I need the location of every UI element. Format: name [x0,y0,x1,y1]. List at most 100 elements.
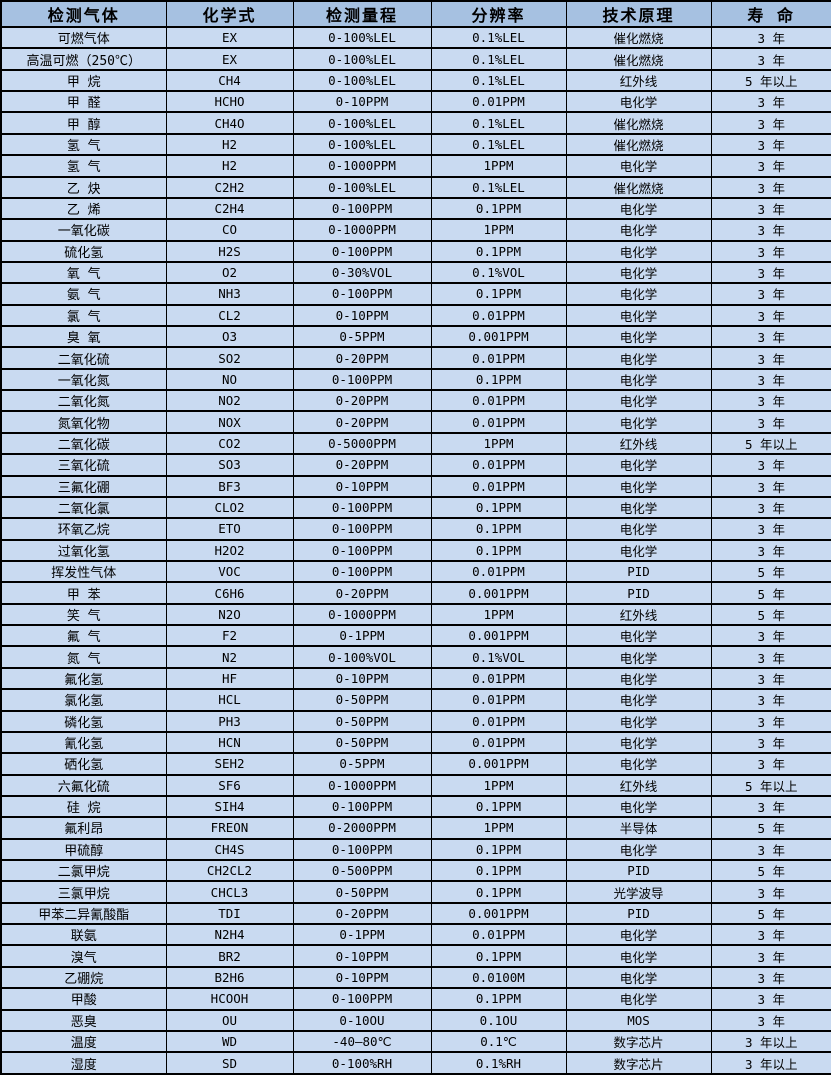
table-cell: 3 年 [710,346,831,370]
table-cell: 二氧化硫 [0,346,167,370]
table-row: 氟 气 F2 0-1PPM 0.001PPM 电化学 3 年 [0,624,831,648]
table-cell: 电化学 [565,837,712,862]
table-cell: 电化学 [565,517,712,541]
table-row: 甲苯二异氰酸酯 TDI 0-20PPM 0.001PPM PID 5 年 [0,901,831,926]
table-cell: 0-50PPM [292,730,432,755]
table-cell: 磷化氢 [0,709,167,733]
table-cell: 5 年以上 [710,431,831,456]
table-cell: 氟利昂 [0,816,167,840]
table-cell: 二氧化氮 [0,389,167,413]
table-cell: 甲硫醇 [0,837,167,862]
table-cell: 3 年 [710,517,831,541]
table-row: 氰化氢 HCN 0-50PPM 0.01PPM 电化学 3 年 [0,730,831,755]
table-cell: 环氧乙烷 [0,517,167,541]
table-cell: 氯化氢 [0,688,167,712]
table-row: 三氟化硼 BF3 0-10PPM 0.01PPM 电化学 3 年 [0,474,831,498]
table-cell: 电化学 [565,154,712,178]
table-cell: 甲 苯 [0,581,167,605]
table-cell: 0-100%LEL [292,68,432,93]
table-cell: 0-100PPM [292,794,432,819]
table-cell: 0.001PPM [430,581,567,605]
table-cell: 3 年 [710,752,831,776]
table-cell: 0.1%LEL [430,111,567,135]
table-row: 臭 氧 O3 0-5PPM 0.001PPM 电化学 3 年 [0,325,831,349]
table-cell: 0-100PPM [292,239,432,263]
table-cell: ETO [165,517,294,541]
table-cell: 0.001PPM [430,752,567,776]
table-cell: 0.01PPM [430,303,567,328]
table-row: 六氟化硫 SF6 0-1000PPM 1PPM 红外线 5 年以上 [0,773,831,797]
table-row: 三氧化硫 SO3 0-20PPM 0.01PPM 电化学 3 年 [0,453,831,477]
table-cell: 3 年 [710,325,831,349]
table-row: 磷化氢 PH3 0-50PPM 0.01PPM 电化学 3 年 [0,709,831,733]
table-cell: 0.1%LEL [430,25,567,50]
table-row: 二氧化硫 SO2 0-20PPM 0.01PPM 电化学 3 年 [0,346,831,370]
table-cell: 3 年 [710,880,831,904]
table-row: 氯 气 CL2 0-10PPM 0.01PPM 电化学 3 年 [0,303,831,328]
table-cell: 二氧化氯 [0,495,167,520]
table-cell: WD [165,1029,294,1054]
table-cell: PID [565,581,712,605]
table-cell: 溴气 [0,944,167,968]
table-cell: 红外线 [565,773,712,797]
table-cell: 电化学 [565,944,712,968]
table-cell: 氢 气 [0,132,167,157]
table-cell: 催化燃烧 [565,111,712,135]
table-cell: 电化学 [565,218,712,242]
table-cell: CH2CL2 [165,858,294,883]
table-cell: 0-100%RH [292,1051,432,1075]
table-cell: 电化学 [565,260,712,285]
table-cell: 0.01PPM [430,389,567,413]
table-cell: 0.1%LEL [430,175,567,199]
table-cell: 三氯甲烷 [0,880,167,904]
table-cell: EX [165,25,294,50]
table-cell: C6H6 [165,581,294,605]
table-cell: 3 年 [710,367,831,392]
table-cell: 0.1PPM [430,858,567,883]
table-cell: O3 [165,325,294,349]
table-cell: 0.1PPM [430,517,567,541]
table-cell: 0.1PPM [430,282,567,306]
table-cell: NO2 [165,389,294,413]
table-cell: HCOOH [165,987,294,1011]
table-row: 笑 气 N2O 0-1000PPM 1PPM 红外线 5 年 [0,602,831,627]
table-row: 硒化氢 SEH2 0-5PPM 0.001PPM 电化学 3 年 [0,752,831,776]
table-cell: 0.01PPM [430,453,567,477]
table-cell: 1PPM [430,773,567,797]
table-cell: 催化燃烧 [565,175,712,199]
table-cell: CH4S [165,837,294,862]
table-cell: 电化学 [565,453,712,477]
table-cell: 六氟化硫 [0,773,167,797]
table-cell: PID [565,858,712,883]
table-cell: C2H2 [165,175,294,199]
table-cell: F2 [165,624,294,648]
table-cell: CLO2 [165,495,294,520]
table-cell: HCL [165,688,294,712]
table-cell: VOC [165,559,294,584]
table-cell: 0-2000PPM [292,816,432,840]
table-row: 湿度 SD 0-100%RH 0.1%RH 数字芯片 3 年以上 [0,1051,831,1075]
table-cell: 0-10OU [292,1008,432,1032]
table-cell: 0.01PPM [430,666,567,691]
table-cell: 5 年以上 [710,773,831,797]
table-row: 一氧化氮 NO 0-100PPM 0.1PPM 电化学 3 年 [0,367,831,392]
table-cell: 电化学 [565,730,712,755]
table-cell: 3 年 [710,709,831,733]
table-cell: BR2 [165,944,294,968]
table-cell: 0-20PPM [292,581,432,605]
table-cell: 氟 气 [0,624,167,648]
table-cell: 电化学 [565,495,712,520]
table-cell: 0-5PPM [292,325,432,349]
table-cell: 3 年 [710,218,831,242]
table-cell: 一氧化氮 [0,367,167,392]
table-cell: 氯 气 [0,303,167,328]
table-cell: 3 年 [710,453,831,477]
table-cell: CL2 [165,303,294,328]
table-cell: 0-100%LEL [292,132,432,157]
table-cell: 3 年 [710,1008,831,1032]
table-cell: 3 年 [710,389,831,413]
table-cell: HF [165,666,294,691]
table-cell: -40—80℃ [292,1029,432,1054]
table-cell: 乙 炔 [0,175,167,199]
